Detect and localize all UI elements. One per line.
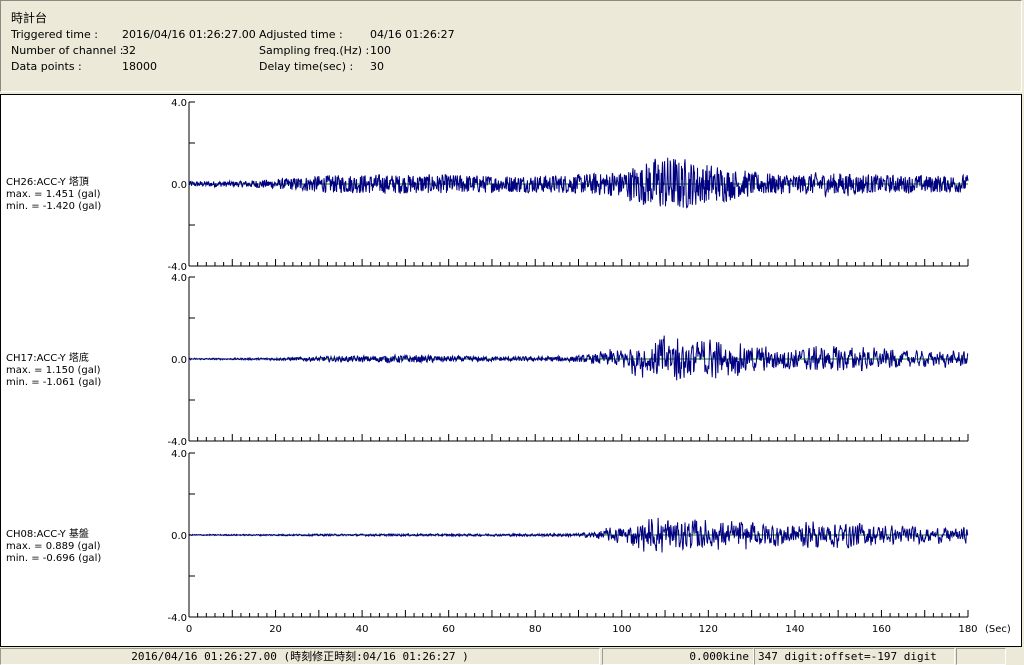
y-tick-label: -4.0 — [167, 262, 187, 273]
adjusted-time-value: 04/16 01:26:27 — [370, 28, 455, 41]
x-tick-label: 100 — [612, 624, 631, 635]
x-tick-label: 40 — [356, 624, 369, 635]
x-tick-label: 80 — [529, 624, 542, 635]
channel-min: min. = -0.696 (gal) — [6, 553, 102, 564]
x-tick-label: 180 — [958, 624, 977, 635]
y-tick-label: 0.0 — [171, 531, 187, 542]
y-tick-label: 4.0 — [171, 449, 187, 460]
delay-time-value: 30 — [370, 60, 384, 73]
y-tick-label: 4.0 — [171, 98, 187, 109]
channel-max: max. = 1.150 (gal) — [6, 365, 101, 376]
waveform-plot-area: CH26:ACC-Y 塔頂 max. = 1.451 (gal) min. = … — [0, 94, 1022, 647]
channel-info-3: CH08:ACC-Y 基盤 max. = 0.889 (gal) min. = … — [6, 529, 101, 565]
triggered-time-label: Triggered time : — [11, 28, 98, 41]
y-tick-label: 0.0 — [171, 355, 187, 366]
waveform-2 — [188, 335, 969, 381]
y-tick-label: 4.0 — [171, 273, 187, 284]
status-digit: 347 digit:offset=-197 digit — [754, 648, 955, 665]
channel-min: min. = -1.061 (gal) — [6, 377, 102, 388]
waveform-3 — [188, 517, 969, 553]
triggered-time-value: 2016/04/16 01:26:27.00 — [122, 28, 256, 41]
channel-info-1: CH26:ACC-Y 塔頂 max. = 1.451 (gal) min. = … — [6, 177, 101, 213]
adjusted-time-label: Adjusted time : — [259, 28, 343, 41]
status-extra — [956, 648, 1006, 665]
x-tick-label: 60 — [442, 624, 455, 635]
y-tick-label: 0.0 — [171, 180, 187, 191]
y-tick-label: -4.0 — [167, 613, 187, 624]
x-tick-label: 0 — [186, 624, 192, 635]
channel-min: min. = -1.420 (gal) — [6, 201, 102, 212]
info-header: 時計台 Triggered time : 2016/04/16 01:26:27… — [0, 0, 1022, 92]
channel-count-label: Number of channel : — [11, 44, 124, 57]
status-velocity: 0.000kine — [602, 648, 754, 665]
x-tick-label: 20 — [269, 624, 282, 635]
channel-max: max. = 0.889 (gal) — [6, 541, 101, 552]
waveform-chart: 4.00.0-4.04.00.0-4.04.00.0-4.00 20 40 60 80 1… — [167, 98, 1011, 635]
channel-max: max. = 1.451 (gal) — [6, 189, 101, 200]
channel-info-2: CH17:ACC-Y 塔底 max. = 1.150 (gal) min. = … — [6, 353, 101, 389]
x-unit-label: (Sec) — [985, 624, 1011, 635]
data-points-label: Data points : — [11, 60, 82, 73]
channel-label: CH17:ACC-Y 塔底 — [6, 353, 89, 364]
site-title: 時計台 — [11, 11, 48, 25]
status-time: 2016/04/16 01:26:27.00 (時刻修正時刻:04/16 01:… — [0, 648, 600, 665]
sampling-freq-value: 100 — [370, 44, 391, 57]
delay-time-label: Delay time(sec) : — [259, 60, 354, 73]
channel-label: CH08:ACC-Y 基盤 — [6, 529, 89, 540]
x-tick-label: 120 — [699, 624, 718, 635]
x-tick-label: 140 — [785, 624, 804, 635]
waveform-1 — [188, 157, 969, 209]
channel-count-value: 32 — [122, 44, 136, 57]
x-tick-label: 160 — [872, 624, 891, 635]
y-tick-label: -4.0 — [167, 437, 187, 448]
channel-label: CH26:ACC-Y 塔頂 — [6, 177, 89, 188]
sampling-freq-label: Sampling freq.(Hz) : — [259, 44, 370, 57]
data-points-value: 18000 — [122, 60, 157, 73]
